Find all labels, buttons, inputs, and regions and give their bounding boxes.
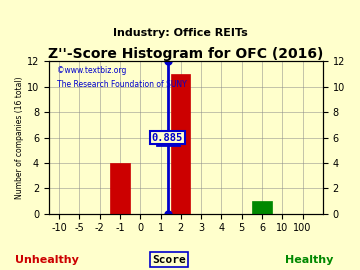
Y-axis label: Number of companies (16 total): Number of companies (16 total) <box>15 76 24 199</box>
Bar <box>110 163 130 214</box>
Text: Score: Score <box>152 255 186 265</box>
Text: 0.885: 0.885 <box>152 133 183 143</box>
Text: The Research Foundation of SUNY: The Research Foundation of SUNY <box>57 80 187 89</box>
Text: ©www.textbiz.org: ©www.textbiz.org <box>57 66 126 75</box>
Bar <box>252 201 272 214</box>
Text: Unhealthy: Unhealthy <box>15 255 79 265</box>
Text: Industry: Office REITs: Industry: Office REITs <box>113 28 247 38</box>
Text: Healthy: Healthy <box>285 255 334 265</box>
Title: Z''-Score Histogram for OFC (2016): Z''-Score Histogram for OFC (2016) <box>48 48 324 61</box>
Bar <box>171 74 190 214</box>
